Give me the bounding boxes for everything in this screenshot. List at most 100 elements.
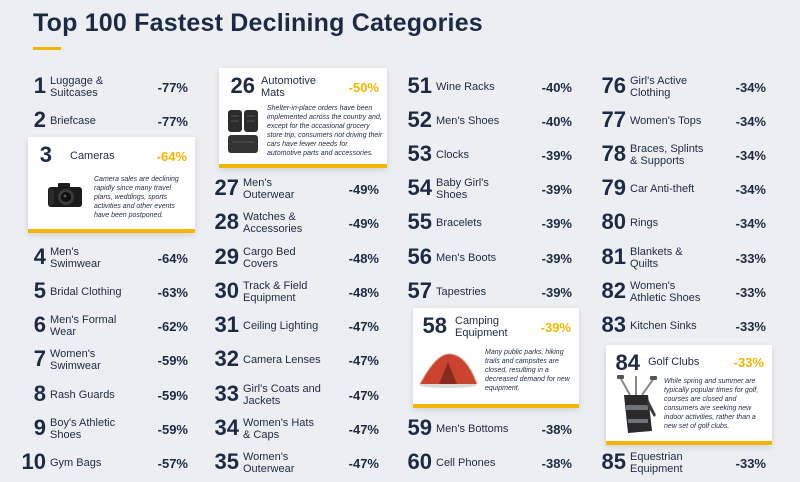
percent-change: -39% bbox=[541, 181, 572, 197]
percent-change: -77% bbox=[157, 79, 188, 95]
list-item: 51 Wine Racks -40% bbox=[396, 70, 572, 104]
list-item: 54 Baby Girl's Shoes -39% bbox=[396, 172, 572, 206]
list-item: 82 Women's Athletic Shoes -33% bbox=[590, 275, 766, 309]
rank: 59 bbox=[407, 415, 432, 440]
list-item: 56 Men's Boots -39% bbox=[396, 241, 572, 275]
rank: 58 bbox=[422, 313, 447, 338]
percent-change: -50% bbox=[348, 79, 379, 95]
list-item: 78 Braces, Splints & Supports -34% bbox=[590, 138, 766, 172]
rank: 81 bbox=[601, 244, 626, 269]
percent-change: -64% bbox=[156, 148, 187, 164]
highlight-card-cameras: 3 Cameras -64% Camera sales are declinin… bbox=[28, 137, 195, 233]
category-label: Clocks bbox=[436, 149, 470, 161]
list-item: 10 Gym Bags -57% bbox=[10, 446, 188, 480]
category-label: Track & Field Equipment bbox=[243, 280, 308, 304]
card-description: Camera sales are declining rapidly since… bbox=[94, 176, 179, 219]
list-item: 83 Kitchen Sinks -33% bbox=[590, 309, 766, 343]
category-label: Boy's Athletic Shoes bbox=[50, 417, 116, 441]
list-item: 59 Men's Bottoms -38% bbox=[396, 412, 572, 446]
category-label: Braces, Splints & Supports bbox=[630, 143, 704, 167]
category-label: Equestrian Equipment bbox=[630, 451, 683, 475]
rank: 55 bbox=[407, 209, 432, 234]
category-label: Watches & Accessories bbox=[243, 211, 303, 235]
category-label: Luggage & Suitcases bbox=[50, 75, 104, 99]
card-description: While spring and summer are typically po… bbox=[664, 378, 759, 430]
rank: 33 bbox=[214, 381, 239, 406]
rank: 54 bbox=[407, 175, 432, 200]
category-label: Cell Phones bbox=[436, 457, 496, 469]
rank: 52 bbox=[407, 107, 432, 132]
percent-change: -39% bbox=[541, 250, 572, 266]
rank: 4 bbox=[33, 244, 46, 269]
percent-change: -64% bbox=[157, 250, 188, 266]
tent-icon bbox=[419, 353, 478, 388]
list-item: 34 Women's Hats & Caps -47% bbox=[203, 412, 379, 446]
list-item: 28 Watches & Accessories -49% bbox=[203, 206, 379, 240]
highlight-card-automotive-mats: 26 Automotive Mats -50% Shelter-in-place… bbox=[219, 68, 387, 168]
percent-change: -34% bbox=[735, 181, 766, 197]
list-item: 32 Camera Lenses -47% bbox=[203, 343, 379, 377]
category-label: Tapestries bbox=[436, 286, 487, 298]
percent-change: -38% bbox=[541, 421, 572, 437]
rank: 28 bbox=[214, 209, 239, 234]
percent-change: -57% bbox=[157, 455, 188, 471]
rank: 77 bbox=[601, 107, 626, 132]
list-item: 57 Tapestries -39% bbox=[396, 275, 572, 309]
rank: 5 bbox=[33, 278, 46, 303]
percent-change: -47% bbox=[348, 421, 379, 437]
rank: 85 bbox=[601, 449, 626, 474]
rank: 84 bbox=[615, 350, 640, 375]
camera-icon bbox=[48, 183, 82, 207]
percent-change: -33% bbox=[735, 250, 766, 266]
category-label: Ceiling Lighting bbox=[243, 320, 319, 332]
list-item: 81 Blankets & Quilts -33% bbox=[590, 241, 766, 275]
title-underline bbox=[33, 47, 61, 50]
list-item: 60 Cell Phones -38% bbox=[396, 446, 572, 480]
percent-change: -34% bbox=[735, 215, 766, 231]
rank: 80 bbox=[601, 209, 626, 234]
category-label: Men's Swimwear bbox=[50, 246, 101, 270]
rank: 6 bbox=[33, 312, 46, 337]
list-item: 6 Men's Formal Wear -62% bbox=[10, 309, 188, 343]
highlight-card-golf-clubs: 84 Golf Clubs -33% While spring and summ… bbox=[606, 345, 772, 445]
list-item: 29 Cargo Bed Covers -48% bbox=[203, 241, 379, 275]
percent-change: -40% bbox=[541, 113, 572, 129]
list-item: 2 Briefcase -77% bbox=[10, 104, 188, 138]
car-mat-icon bbox=[228, 110, 258, 153]
list-item: 80 Rings -34% bbox=[590, 206, 766, 240]
category-label: Baby Girl's Shoes bbox=[436, 177, 489, 201]
category-label: Men's Shoes bbox=[436, 115, 500, 127]
list-item: 9 Boy's Athletic Shoes -59% bbox=[10, 412, 188, 446]
rank: 9 bbox=[33, 415, 46, 440]
rank: 34 bbox=[214, 415, 239, 440]
category-label: Kitchen Sinks bbox=[630, 320, 697, 332]
category-label: Men's Outerwear bbox=[243, 177, 295, 201]
percent-change: -39% bbox=[541, 284, 572, 300]
percent-change: -39% bbox=[540, 319, 571, 335]
category-label: Car Anti-theft bbox=[630, 183, 695, 195]
percent-change: -47% bbox=[348, 318, 379, 334]
rank: 82 bbox=[601, 278, 626, 303]
percent-change: -47% bbox=[348, 352, 379, 368]
percent-change: -48% bbox=[348, 250, 379, 266]
percent-change: -59% bbox=[157, 421, 188, 437]
rank: 8 bbox=[33, 381, 46, 406]
list-item: 77 Women's Tops -34% bbox=[590, 104, 766, 138]
rank: 53 bbox=[407, 141, 432, 166]
category-label: Men's Bottoms bbox=[436, 423, 509, 435]
percent-change: -33% bbox=[733, 354, 764, 370]
rank: 76 bbox=[601, 73, 626, 98]
percent-change: -59% bbox=[157, 387, 188, 403]
percent-change: -49% bbox=[348, 181, 379, 197]
rank: 56 bbox=[407, 244, 432, 269]
category-label: Cargo Bed Covers bbox=[243, 246, 296, 270]
card-description: Shelter-in-place orders have been implem… bbox=[267, 105, 383, 157]
category-label: Men's Boots bbox=[436, 252, 497, 264]
rank: 7 bbox=[33, 346, 46, 371]
category-label: Women's Tops bbox=[630, 115, 702, 127]
list-item: 52 Men's Shoes -40% bbox=[396, 104, 572, 138]
percent-change: -47% bbox=[348, 387, 379, 403]
percent-change: -33% bbox=[735, 455, 766, 471]
rank: 3 bbox=[39, 142, 52, 167]
category-label: Men's Formal Wear bbox=[50, 314, 117, 338]
